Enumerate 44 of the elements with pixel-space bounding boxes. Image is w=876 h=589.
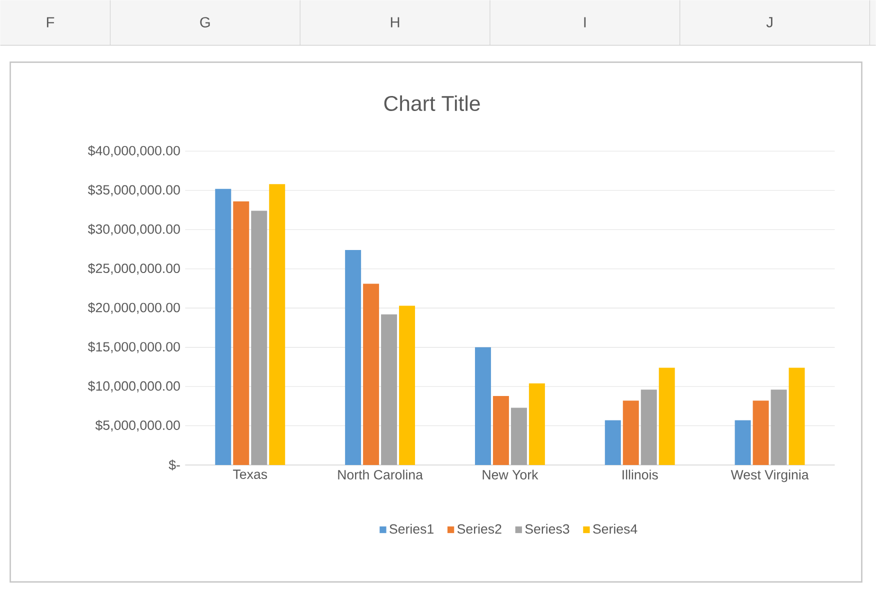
text: F xyxy=(46,17,54,28)
legend-label: Series1 xyxy=(390,524,434,534)
bar xyxy=(658,368,675,466)
y-tick-label: $10,000,000.00 xyxy=(88,380,180,392)
bar xyxy=(528,383,545,466)
bar xyxy=(752,400,769,466)
y-tick-label: $5,000,000.00 xyxy=(95,420,180,432)
bar xyxy=(770,390,787,466)
y-tick-label: $40,000,000.00 xyxy=(88,145,180,158)
bar xyxy=(269,184,286,466)
y-tick-label: $35,000,000.00 xyxy=(88,184,180,196)
y-tick-label: $20,000,000.00 xyxy=(88,302,180,314)
bar xyxy=(640,390,657,466)
bar xyxy=(251,210,268,466)
bar xyxy=(363,284,380,466)
legend-label: Series2 xyxy=(457,524,502,534)
bar xyxy=(381,314,398,466)
bar xyxy=(622,400,639,466)
bar xyxy=(492,396,509,466)
x-tick-label: North Carolina xyxy=(338,470,423,480)
text: I xyxy=(584,17,586,28)
bar xyxy=(788,368,805,466)
bar xyxy=(215,188,232,466)
bar xyxy=(734,420,751,466)
legend-label: Series4 xyxy=(593,524,638,534)
y-tick-label: $30,000,000.00 xyxy=(88,224,180,236)
text: H xyxy=(390,17,400,28)
x-tick-label: New York xyxy=(482,470,538,480)
x-tick-label: Illinois xyxy=(622,470,658,480)
bar xyxy=(474,347,491,466)
x-tick-label: West Virginia xyxy=(730,470,809,482)
text: J xyxy=(766,17,772,28)
x-tick-label: Texas xyxy=(233,470,268,480)
y-tick-label: $25,000,000.00 xyxy=(88,263,180,275)
y-tick-label: $- xyxy=(168,460,180,470)
bar xyxy=(604,420,621,466)
bar xyxy=(345,250,362,466)
bar xyxy=(399,306,416,466)
chart-title: Chart Title xyxy=(384,95,480,112)
bar xyxy=(510,408,527,466)
bar xyxy=(233,201,250,466)
legend-label: Series3 xyxy=(525,524,570,534)
y-tick-label: $15,000,000.00 xyxy=(88,342,180,354)
text: G xyxy=(200,17,210,28)
